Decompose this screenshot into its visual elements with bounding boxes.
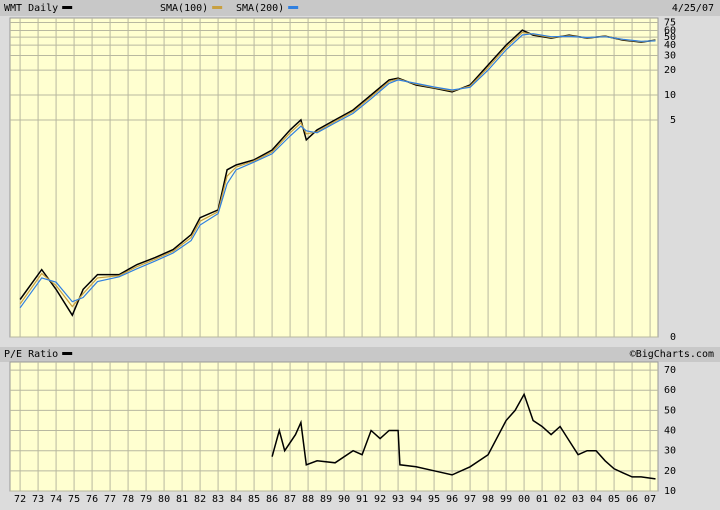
y-tick-label: 60 bbox=[664, 26, 676, 37]
y-tick-label: 10 bbox=[664, 90, 676, 101]
legend-label: SMA(100) bbox=[160, 3, 208, 14]
legend-swatch bbox=[212, 6, 223, 9]
series-line bbox=[19, 29, 656, 317]
x-tick-label: 73 bbox=[32, 494, 44, 505]
x-tick-label: 90 bbox=[338, 494, 350, 505]
x-tick-label: 03 bbox=[572, 494, 584, 505]
x-tick-label: 91 bbox=[356, 494, 368, 505]
y-tick-label: 50 bbox=[664, 32, 676, 43]
y-tick-label: 40 bbox=[664, 426, 676, 437]
x-tick-label: 99 bbox=[500, 494, 512, 505]
x-tick-label: 80 bbox=[158, 494, 170, 505]
y-tick-label: 20 bbox=[664, 65, 676, 76]
y-tick-label: 10 bbox=[664, 486, 676, 497]
x-tick-label: 05 bbox=[608, 494, 620, 505]
x-tick-label: 94 bbox=[410, 494, 422, 505]
y-tick-label: 30 bbox=[664, 446, 676, 457]
x-tick-label: 01 bbox=[536, 494, 548, 505]
y-tick-label: 5 bbox=[670, 115, 676, 126]
y-tick-label: 75 bbox=[664, 18, 676, 29]
x-tick-label: 77 bbox=[104, 494, 116, 505]
x-tick-label: 06 bbox=[626, 494, 638, 505]
x-tick-label: 78 bbox=[122, 494, 134, 505]
series-line bbox=[271, 392, 656, 480]
x-tick-label: 02 bbox=[554, 494, 566, 505]
legend-label: P/E Ratio bbox=[4, 349, 58, 360]
x-tick-label: 84 bbox=[230, 494, 242, 505]
x-tick-label: 98 bbox=[482, 494, 494, 505]
x-tick-label: 82 bbox=[194, 494, 206, 505]
x-tick-label: 86 bbox=[266, 494, 278, 505]
series-line bbox=[19, 31, 656, 308]
x-tick-label: 87 bbox=[284, 494, 296, 505]
legend-label: SMA(200) bbox=[236, 3, 284, 14]
price-panel bbox=[9, 17, 659, 338]
x-tick-label: 95 bbox=[428, 494, 440, 505]
pe-header-bar bbox=[0, 347, 720, 362]
x-tick-label: 85 bbox=[248, 494, 260, 505]
x-tick-label: 72 bbox=[14, 494, 26, 505]
date-label: 4/25/07 bbox=[672, 3, 714, 14]
x-tick-label: 89 bbox=[320, 494, 332, 505]
legend-swatch bbox=[62, 6, 73, 9]
x-tick-label: 92 bbox=[374, 494, 386, 505]
y-tick-label: 60 bbox=[664, 385, 676, 396]
legend-swatch bbox=[288, 6, 299, 9]
y-tick-label: 0 bbox=[670, 332, 676, 343]
x-tick-label: 81 bbox=[176, 494, 188, 505]
x-tick-label: 76 bbox=[86, 494, 98, 505]
credit: ©BigCharts.com bbox=[630, 349, 714, 360]
pe-panel bbox=[9, 361, 659, 492]
x-tick-label: 96 bbox=[446, 494, 458, 505]
y-tick-label: 50 bbox=[664, 405, 676, 416]
series-line bbox=[19, 33, 656, 309]
y-tick-label: 40 bbox=[664, 40, 676, 51]
y-tick-label: 30 bbox=[664, 50, 676, 61]
x-tick-label: 83 bbox=[212, 494, 224, 505]
x-tick-label: 00 bbox=[518, 494, 530, 505]
x-tick-label: 74 bbox=[50, 494, 62, 505]
x-tick-label: 88 bbox=[302, 494, 314, 505]
x-tick-label: 75 bbox=[68, 494, 80, 505]
x-tick-label: 07 bbox=[644, 494, 656, 505]
x-tick-label: 79 bbox=[140, 494, 152, 505]
x-tick-label: 93 bbox=[392, 494, 404, 505]
y-tick-label: 70 bbox=[664, 365, 676, 376]
legend-swatch bbox=[62, 352, 73, 355]
x-tick-label: 04 bbox=[590, 494, 602, 505]
legend-label: WMT Daily bbox=[4, 3, 58, 14]
header-bar bbox=[0, 0, 720, 16]
y-tick-label: 20 bbox=[664, 466, 676, 477]
x-tick-label: 97 bbox=[464, 494, 476, 505]
